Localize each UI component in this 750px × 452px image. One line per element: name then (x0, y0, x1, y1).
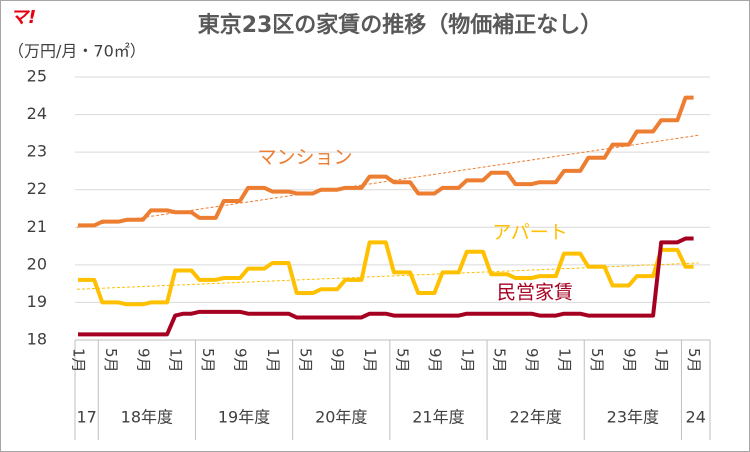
x-tick-label: 9月 (329, 348, 347, 373)
year-label: 22年度 (509, 408, 561, 427)
x-tick-label: 5月 (588, 348, 606, 373)
x-tick-label: 9月 (134, 348, 152, 373)
x-tick-label: 1月 (264, 348, 282, 373)
x-tick-label: 9月 (523, 348, 541, 373)
x-tick-label: 1月 (458, 348, 476, 373)
y-tick-label: 22 (27, 179, 47, 198)
trend-line (76, 262, 699, 290)
series-label: アパート (492, 222, 568, 244)
year-label: 24 (686, 408, 706, 427)
x-tick-label: 1月 (653, 348, 671, 373)
year-label: 21年度 (412, 408, 464, 427)
x-tick-label: 9月 (232, 348, 250, 373)
y-tick-label: 21 (27, 217, 47, 236)
y-axis-label: （万円/月・70㎡） (8, 42, 146, 61)
year-label: 18年度 (121, 408, 173, 427)
x-tick-label: 1月 (167, 348, 185, 373)
chart-title: 東京23区の家賃の推移（物価補正なし） (198, 12, 603, 38)
y-tick-label: 19 (27, 292, 47, 311)
year-label: 17 (76, 408, 96, 427)
y-tick-label: 25 (27, 67, 47, 86)
x-tick-label: 9月 (620, 348, 638, 373)
x-tick-label: 1月 (556, 348, 574, 373)
logo: マ! (10, 7, 36, 28)
x-tick-label: 9月 (426, 348, 444, 373)
series-label: 民営家賃 (497, 282, 573, 304)
series-line (78, 95, 694, 228)
year-label: 19年度 (218, 408, 270, 427)
x-tick-label: 5月 (296, 348, 314, 373)
y-tick-label: 23 (27, 142, 47, 161)
series-line (78, 240, 694, 307)
year-label: 23年度 (607, 408, 659, 427)
x-tick-label: 5月 (491, 348, 509, 373)
x-tick-label: 5月 (102, 348, 120, 373)
x-tick-label: 5月 (685, 348, 703, 373)
year-label: 20年度 (315, 408, 367, 427)
y-tick-label: 20 (27, 254, 47, 273)
y-tick-label: 18 (27, 330, 47, 349)
x-tick-label: 1月 (361, 348, 379, 373)
series-label: マンション (257, 147, 352, 169)
x-tick-label: 5月 (199, 348, 217, 373)
series-line (78, 236, 694, 337)
x-tick-label: 1月 (70, 348, 88, 373)
x-tick-label: 5月 (394, 348, 412, 373)
y-tick-label: 24 (27, 104, 47, 123)
